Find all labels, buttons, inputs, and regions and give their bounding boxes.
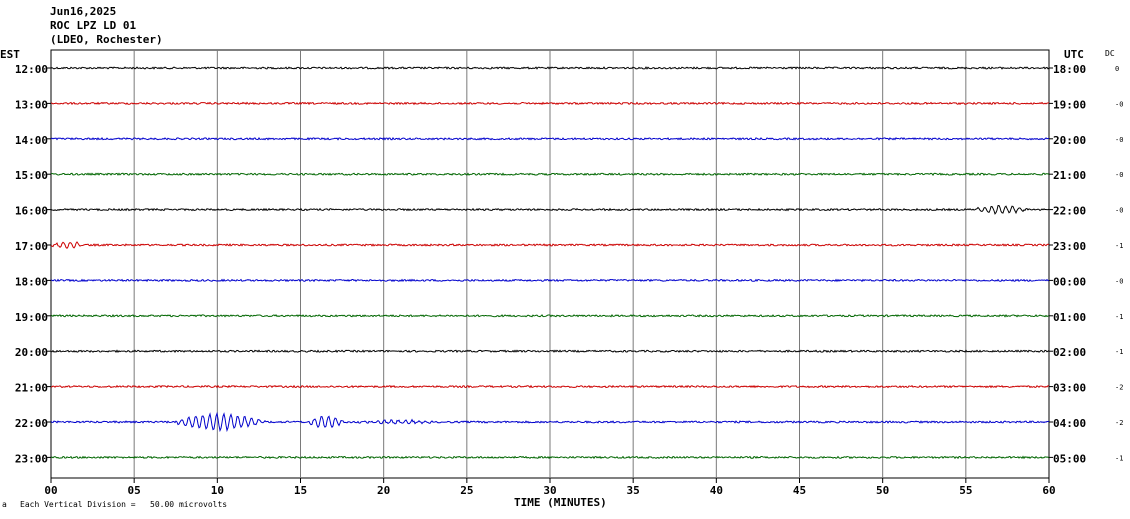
x-tick-label: 00 (44, 484, 57, 497)
row-label-utc: 04:00 (1053, 417, 1086, 430)
x-tick-label: 25 (460, 484, 473, 497)
x-tick-label: 55 (959, 484, 972, 497)
seismic-trace (50, 349, 1050, 353)
row-dc-value: -2 (1115, 384, 1123, 392)
row-dc-value: 0 (1115, 65, 1119, 73)
row-label-utc: 20:00 (1053, 134, 1086, 147)
row-label-est: 19:00 (15, 311, 48, 324)
chart-network: (LDEO, Rochester) (50, 33, 163, 46)
row-label-est: 18:00 (15, 275, 48, 288)
row-dc-value: -0 (1115, 207, 1123, 215)
utc-axis-label: UTC (1064, 48, 1084, 61)
row-dc-value: -2 (1115, 419, 1123, 427)
row-label-est: 15:00 (15, 169, 48, 182)
seismic-trace (50, 137, 1050, 141)
row-label-utc: 03:00 (1053, 382, 1086, 395)
seismic-trace (50, 101, 1050, 106)
x-tick-label: 10 (211, 484, 224, 497)
row-label-est: 22:00 (15, 417, 48, 430)
scale-glyph: a (2, 500, 7, 509)
chart-station: ROC LPZ LD 01 (50, 19, 137, 32)
seismic-trace (50, 241, 1050, 249)
seismic-trace (50, 66, 1050, 70)
seismic-trace (50, 172, 1050, 176)
row-label-est: 20:00 (15, 346, 48, 359)
row-label-utc: 19:00 (1053, 98, 1086, 111)
row-label-utc: 01:00 (1053, 311, 1086, 324)
row-dc-value: -0 (1115, 100, 1123, 108)
row-label-utc: 18:00 (1053, 63, 1086, 76)
row-dc-value: -0 (1115, 171, 1123, 179)
dc-label: DC (1105, 49, 1115, 58)
row-label-utc: 00:00 (1053, 275, 1086, 288)
x-tick-label: 35 (627, 484, 640, 497)
seismic-trace (50, 384, 1050, 389)
chart-date: Jun16,2025 (50, 5, 117, 18)
row-label-utc: 23:00 (1053, 240, 1086, 253)
x-tick-label: 40 (710, 484, 723, 497)
row-dc-value: -0 (1115, 136, 1123, 144)
seismic-trace (50, 313, 1050, 318)
seismic-trace (50, 278, 1050, 283)
row-label-est: 14:00 (15, 134, 48, 147)
row-label-utc: 21:00 (1053, 169, 1086, 182)
x-tick-label: 20 (377, 484, 390, 497)
row-label-est: 12:00 (15, 63, 48, 76)
row-dc-value: -1 (1115, 313, 1123, 321)
row-dc-value: -1 (1115, 242, 1123, 250)
seismic-trace (50, 455, 1050, 460)
seismic-trace (50, 411, 1050, 433)
x-tick-label: 50 (876, 484, 889, 497)
x-axis-title: TIME (MINUTES) (514, 496, 607, 509)
row-label-utc: 02:00 (1053, 346, 1086, 359)
footer-note: Each Vertical Division = 50.00 microvolt… (20, 500, 228, 509)
x-tick-label: 05 (128, 484, 141, 497)
x-tick-label: 60 (1042, 484, 1055, 497)
x-tick-label: 30 (543, 484, 556, 497)
row-label-est: 16:00 (15, 205, 48, 218)
row-dc-value: -0 (1115, 277, 1123, 285)
row-dc-value: -1 (1115, 348, 1123, 356)
row-dc-value: -1 (1115, 454, 1123, 462)
est-axis-label: EST (0, 48, 20, 61)
row-label-utc: 05:00 (1053, 452, 1086, 465)
row-label-est: 17:00 (15, 240, 48, 253)
seismic-trace (50, 205, 1050, 215)
row-label-est: 21:00 (15, 382, 48, 395)
row-label-est: 23:00 (15, 452, 48, 465)
row-label-utc: 22:00 (1053, 205, 1086, 218)
x-tick-label: 15 (294, 484, 307, 497)
row-label-est: 13:00 (15, 98, 48, 111)
x-tick-label: 45 (793, 484, 806, 497)
